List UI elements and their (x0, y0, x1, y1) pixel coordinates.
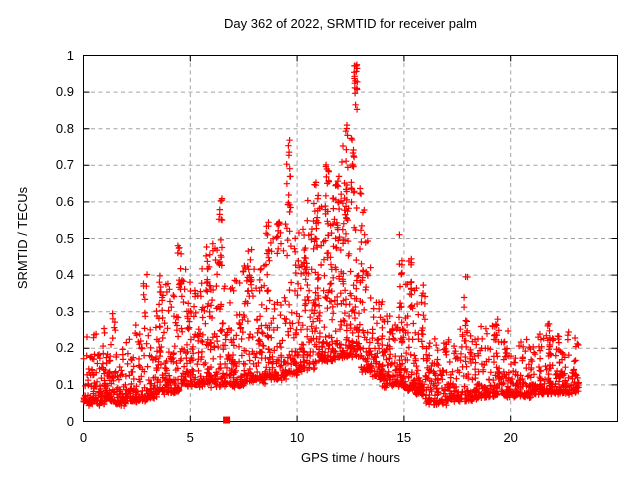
axis-ticks (83, 55, 618, 422)
scatter-points (80, 61, 582, 409)
y-tick-label: 0 (66, 413, 74, 429)
y-tick-label: 0.2 (55, 340, 74, 356)
y-tick-label: 0.1 (55, 376, 74, 392)
x-tick-label: 5 (186, 430, 194, 445)
y-tick-label: 0.3 (55, 303, 74, 319)
x-tick-label: 0 (79, 430, 88, 445)
y-tick-label: 0.8 (55, 120, 74, 136)
y-tick-label: 0.9 (55, 84, 74, 100)
y-tick-label: 0.4 (55, 267, 74, 283)
x-tick-label: 10 (289, 430, 305, 445)
y-tick-label: 1 (66, 47, 74, 63)
y-tick-label: 0.5 (55, 230, 74, 246)
x-tick-label: 20 (503, 430, 518, 445)
flag-square-marker (223, 416, 231, 424)
x-tick-label: 15 (396, 430, 412, 445)
y-tick-label: 0.6 (55, 193, 74, 209)
y-tick-label: 0.7 (55, 157, 74, 173)
x-axis-label: GPS time / hours (301, 450, 400, 465)
chart-title: Day 362 of 2022, SRMTID for receiver pal… (224, 16, 477, 31)
